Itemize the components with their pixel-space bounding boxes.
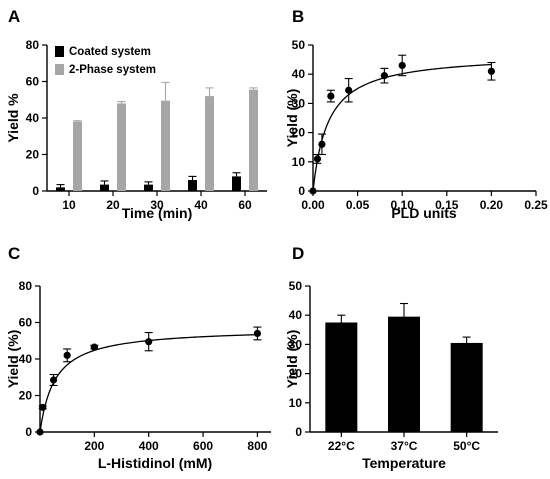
bar: [100, 184, 109, 191]
x-tick-label: 50°C: [453, 439, 480, 453]
panel-letter-b: B: [292, 7, 304, 26]
y-axis-label: Yield %: [5, 93, 21, 143]
x-tick-label: 200: [84, 439, 104, 453]
y-tick-label: 40: [19, 352, 33, 366]
y-tick-label: 20: [26, 148, 40, 162]
y-tick-label: 40: [26, 111, 40, 125]
x-tick-label: 800: [247, 439, 267, 453]
data-point: [380, 72, 388, 80]
legend-swatch: [55, 64, 64, 75]
y-tick-label: 60: [26, 75, 40, 89]
y-tick-label: 20: [292, 126, 306, 140]
x-tick-label: 40: [194, 198, 208, 212]
y-tick-label: 20: [19, 389, 33, 403]
x-tick-label: 0.25: [524, 198, 548, 212]
panel-d: D 0 10 20 30 40 50 Temperature Yield (%) 22°C 37°C…: [284, 244, 498, 471]
data-point: [90, 343, 98, 351]
y-tick-label: 0: [295, 425, 302, 439]
x-tick-label: 20: [106, 198, 120, 212]
y-axis-label: Yield (%): [5, 330, 21, 389]
data-point: [313, 155, 322, 163]
legend-label: Coated system: [69, 46, 151, 58]
data-point: [145, 338, 153, 346]
bar: [232, 176, 241, 191]
y-tick-label: 0: [298, 184, 305, 198]
data-point: [398, 61, 406, 70]
x-tick-label: 0.05: [346, 198, 370, 212]
bar: [73, 121, 82, 191]
y-tick-label: 0: [25, 425, 32, 439]
x-axis-label: Time (min): [122, 205, 193, 221]
data-point: [487, 67, 495, 75]
y-tick-label: 10: [292, 155, 306, 169]
panel-c: C 0 20 40 60 80 L-Histidinol (mM) Yield (%) 200 4…: [5, 244, 271, 471]
y-tick-label: 30: [292, 96, 306, 110]
y-axis-label: Yield (%): [284, 89, 300, 148]
bar: [56, 187, 65, 191]
y-tick-label: 80: [26, 38, 40, 52]
bar: [249, 89, 258, 191]
y-tick-label: 0: [32, 184, 39, 198]
x-tick-label: 22°C: [328, 439, 355, 453]
data-point: [345, 86, 353, 94]
bar: [161, 100, 170, 191]
bar: [205, 96, 214, 191]
data-point: [318, 140, 326, 148]
panel-b: B 0 10 20 30 40 50 PLD units Yield (%) 0.00 0.05 0.…: [284, 7, 548, 221]
data-point: [36, 428, 44, 436]
legend-label: 2-Phase system: [69, 64, 156, 76]
x-tick-label: 0.15: [435, 198, 459, 212]
y-tick-label: 40: [289, 308, 303, 322]
y-tick-label: 50: [292, 38, 306, 52]
y-tick-label: 10: [289, 396, 303, 410]
bar: [144, 184, 153, 191]
x-tick-label: 60: [238, 198, 252, 212]
y-tick-label: 20: [289, 367, 303, 381]
data-point: [327, 92, 335, 100]
x-axis-label: Temperature: [362, 455, 446, 471]
y-tick-label: 30: [289, 337, 303, 351]
panel-a: A 0 20 40 60 80 Time (min) Yield % 10 20 30 40 60 Coa…: [5, 7, 267, 221]
y-tick-label: 60: [19, 316, 33, 330]
x-tick-label: 30: [150, 198, 164, 212]
y-axis-label: Yield (%): [284, 330, 300, 389]
x-tick-label: 0.10: [391, 198, 415, 212]
panel-letter-a: A: [8, 7, 20, 26]
bar: [388, 316, 420, 432]
x-tick-label: 400: [139, 439, 159, 453]
panel-letter-d: D: [292, 244, 304, 263]
bar: [117, 103, 126, 191]
bar: [188, 180, 197, 191]
panel-letter-c: C: [8, 244, 20, 263]
data-point: [49, 376, 58, 384]
x-axis-label: L-Histidinol (mM): [98, 455, 212, 471]
legend: Coated system 2-Phase system: [55, 46, 156, 76]
y-tick-label: 40: [292, 67, 306, 81]
y-tick-label: 80: [19, 279, 33, 293]
x-tick-label: 0.00: [301, 198, 325, 212]
x-tick-label: 10: [62, 198, 76, 212]
bar: [325, 322, 358, 432]
x-tick-label: 0.20: [480, 198, 504, 212]
x-tick-label: 37°C: [391, 439, 418, 453]
data-point: [253, 329, 262, 338]
legend-swatch: [55, 46, 64, 57]
x-tick-label: 600: [193, 439, 213, 453]
x-axis-label: PLD units: [391, 205, 457, 221]
bar: [450, 342, 483, 432]
data-point: [39, 403, 47, 411]
y-tick-label: 50: [289, 279, 303, 293]
fit-curve: [312, 63, 492, 192]
data-point: [63, 351, 71, 359]
data-point: [309, 187, 317, 195]
